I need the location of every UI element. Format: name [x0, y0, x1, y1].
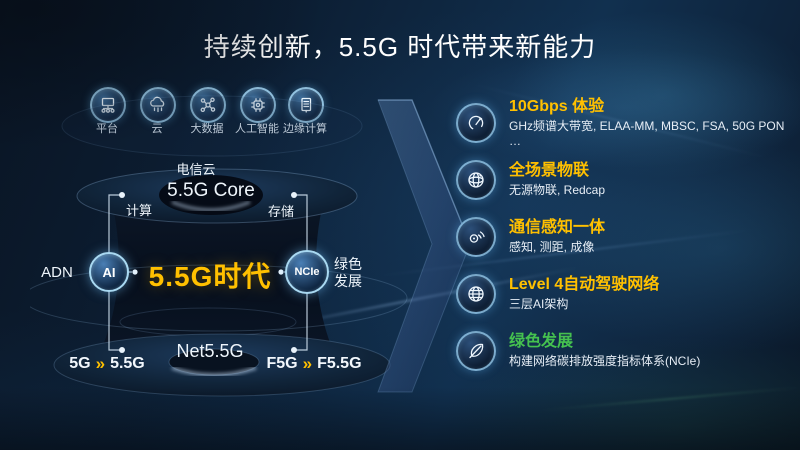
list-item: 绿色发展 构建网络碳排放强度指标体系(NCIe) — [456, 331, 791, 371]
list-item: 10Gbps 体验 GHz频谱大带宽, ELAA-MM, MBSC, FSA, … — [456, 98, 791, 148]
capability-list: 10Gbps 体验 GHz频谱大带宽, ELAA-MM, MBSC, FSA, … — [456, 98, 791, 388]
iot-globe-icon — [456, 160, 496, 200]
capability-subtitle: GHz频谱大带宽, ELAA-MM, MBSC, FSA, 50G PON … — [509, 118, 785, 148]
list-item: 通信感知一体 感知, 测距, 成像 — [456, 217, 791, 257]
light-beam-green — [540, 386, 800, 412]
top-glow — [171, 200, 251, 212]
icon-label: 大数据 — [175, 120, 239, 136]
core-label: 5.5G Core — [167, 180, 255, 201]
era-label: 5.5G时代 — [148, 261, 272, 292]
telecom-cloud-label: 电信云 — [176, 162, 216, 177]
icons-platter — [61, 95, 363, 157]
icon-label: 云 — [125, 120, 189, 136]
leaf-icon — [456, 331, 496, 371]
cloud-icon — [140, 87, 176, 123]
adn-label: ADN — [41, 264, 73, 281]
compute-label: 计算 — [125, 203, 152, 218]
capability-title: 通信感知一体 — [509, 219, 606, 236]
bottom-glow — [171, 366, 257, 377]
icon-label: 平台 — [75, 120, 139, 136]
funnel-diagram — [30, 95, 408, 397]
bigdata-icon — [190, 87, 226, 123]
capability-title: 绿色发展 — [509, 333, 574, 350]
ai-badge: AI — [89, 252, 129, 292]
list-item: 全场景物联 无源物联, Redcap — [456, 160, 791, 200]
capability-subtitle: 无源物联, Redcap — [509, 183, 606, 197]
double-chevron-icon: » — [95, 354, 106, 373]
capability-subtitle: 构建网络碳排放强度指标体系(NCIe) — [509, 354, 701, 368]
funnel-body — [102, 208, 332, 348]
icon-label: 边缘计算 — [273, 120, 337, 136]
storage-label: 存储 — [267, 204, 294, 219]
icon-label: 人工智能 — [225, 120, 289, 136]
capability-title: 全场景物联 — [509, 162, 590, 179]
fixed-evolution: F5G » F5.5G — [266, 354, 362, 373]
bracket-dots — [119, 192, 297, 353]
sensing-icon — [456, 217, 496, 257]
edge-computing-icon — [288, 87, 324, 123]
green-development-label: 绿色 发展 — [334, 256, 362, 289]
ai-chip-icon — [240, 87, 276, 123]
net55g-label: Net5.5G — [176, 341, 244, 361]
capability-subtitle: 感知, 测距, 成像 — [509, 240, 595, 254]
ncie-badge: NCIe — [285, 250, 329, 294]
mid-ring — [30, 264, 408, 332]
platform-icon — [90, 87, 126, 123]
capability-title: 10Gbps 体验 — [509, 97, 605, 115]
capability-subtitle: 三层AI架构 — [509, 297, 569, 311]
slide-title: 持续创新，5.5G 时代带来新能力 — [203, 32, 597, 62]
mobile-evolution: 5G » 5.5G — [69, 354, 145, 373]
ai-network-icon — [456, 274, 496, 314]
list-item: Level 4自动驾驶网络 三层AI架构 — [456, 274, 791, 314]
gauge-icon — [456, 103, 496, 143]
transition-arrow — [377, 99, 471, 393]
double-chevron-icon: » — [302, 354, 313, 373]
capability-title: Level 4自动驾驶网络 — [509, 276, 660, 293]
